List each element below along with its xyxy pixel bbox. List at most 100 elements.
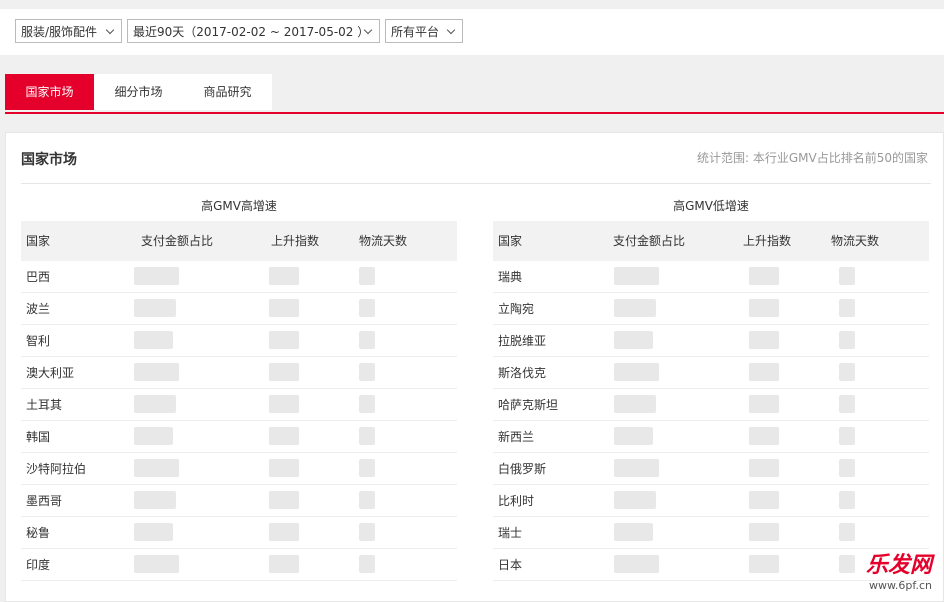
blurred-value xyxy=(134,331,173,349)
table-row: 拉脱维亚 xyxy=(493,325,929,357)
blurred-value xyxy=(269,523,299,541)
tab[interactable]: 细分市场 xyxy=(94,74,183,110)
table-row: 白俄罗斯 xyxy=(493,453,929,485)
country-name: 土耳其 xyxy=(26,398,63,412)
blurred-value xyxy=(269,395,299,413)
country-name: 墨西哥 xyxy=(26,494,63,508)
table-row: 土耳其 xyxy=(21,389,457,421)
blurred-value xyxy=(614,491,656,509)
blurred-value xyxy=(749,267,779,285)
table-row: 巴西 xyxy=(21,261,457,293)
country-name: 拉脱维亚 xyxy=(498,334,547,348)
column-header: 上升指数 xyxy=(743,234,792,248)
panel: 国家市场 统计范围: 本行业GMV占比排名前50的国家 高GMV高增速 国家 支付金… xyxy=(5,132,944,602)
blurred-value xyxy=(269,427,299,445)
blurred-value xyxy=(134,459,179,477)
tab[interactable]: 国家市场 xyxy=(5,74,94,110)
blurred-value xyxy=(749,459,779,477)
country-name: 白俄罗斯 xyxy=(498,462,547,476)
table-row: 墨西哥 xyxy=(21,485,457,517)
blurred-value xyxy=(839,427,855,445)
column-header: 物流天数 xyxy=(359,234,408,248)
country-name: 秘鲁 xyxy=(26,526,51,540)
country-name: 波兰 xyxy=(26,302,51,316)
table-row: 澳大利亚 xyxy=(21,357,457,389)
blurred-value xyxy=(839,299,855,317)
blurred-value xyxy=(359,267,375,285)
country-name: 瑞士 xyxy=(498,526,523,540)
column-header: 物流天数 xyxy=(831,234,880,248)
watermark-brand: 乐发网 xyxy=(865,553,932,578)
blurred-value xyxy=(749,555,779,573)
table-row: 瑞士 xyxy=(493,517,929,549)
blurred-value xyxy=(614,363,659,381)
table-header: 国家 支付金额占比 上升指数 物流天数 xyxy=(493,221,929,261)
country-name: 智利 xyxy=(26,334,51,348)
blurred-value xyxy=(269,267,299,285)
column-header: 国家 xyxy=(498,234,523,248)
country-name: 日本 xyxy=(498,558,523,572)
blurred-value xyxy=(359,299,375,317)
blurred-value xyxy=(134,491,176,509)
table-row: 波兰 xyxy=(21,293,457,325)
country-name: 立陶宛 xyxy=(498,302,535,316)
blurred-value xyxy=(359,427,375,445)
country-name: 韩国 xyxy=(26,430,51,444)
blurred-value xyxy=(839,267,855,285)
country-name: 新西兰 xyxy=(498,430,535,444)
tab-bar: 国家市场 细分市场 商品研究 xyxy=(5,74,944,114)
blurred-value xyxy=(614,331,653,349)
table-title: 高GMV低增速 xyxy=(673,199,749,213)
blurred-value xyxy=(614,555,659,573)
blurred-value xyxy=(839,331,855,349)
blurred-value xyxy=(749,363,779,381)
platform-select[interactable]: 所有平台 xyxy=(385,19,463,43)
blurred-value xyxy=(134,523,173,541)
blurred-value xyxy=(614,299,656,317)
blurred-value xyxy=(614,459,659,477)
blurred-value xyxy=(749,523,779,541)
category-select[interactable]: 服装/服饰配件 xyxy=(15,19,122,43)
tab[interactable]: 商品研究 xyxy=(183,74,272,110)
blurred-value xyxy=(134,363,179,381)
table-row: 秘鲁 xyxy=(21,517,457,549)
blurred-value xyxy=(839,491,855,509)
blurred-value xyxy=(269,555,299,573)
blurred-value xyxy=(134,427,173,445)
blurred-value xyxy=(359,491,375,509)
table-row: 韩国 xyxy=(21,421,457,453)
country-name: 澳大利亚 xyxy=(26,366,75,380)
blurred-value xyxy=(269,331,299,349)
blurred-value xyxy=(269,299,299,317)
table-row: 瑞典 xyxy=(493,261,929,293)
country-name: 比利时 xyxy=(498,494,535,508)
blurred-value xyxy=(359,459,375,477)
blurred-value xyxy=(839,363,855,381)
blurred-value xyxy=(839,523,855,541)
table-row: 哈萨克斯坦 xyxy=(493,389,929,421)
blurred-value xyxy=(749,427,779,445)
column-header: 上升指数 xyxy=(271,234,320,248)
country-name: 沙特阿拉伯 xyxy=(26,462,87,476)
table-title: 高GMV高增速 xyxy=(201,199,277,213)
country-name: 瑞典 xyxy=(498,270,523,284)
blurred-value xyxy=(359,395,375,413)
blurred-value xyxy=(614,427,653,445)
date-select[interactable]: 最近90天（2017-02-02 ~ 2017-05-02 ） xyxy=(127,19,380,43)
blurred-value xyxy=(359,363,375,381)
blurred-value xyxy=(749,331,779,349)
blurred-value xyxy=(134,395,176,413)
blurred-value xyxy=(359,523,375,541)
table-row: 印度 xyxy=(21,549,457,581)
blurred-value xyxy=(359,331,375,349)
watermark-url: www.6pf.cn xyxy=(868,579,932,592)
blurred-value xyxy=(269,363,299,381)
column-header: 支付金额占比 xyxy=(141,234,214,248)
blurred-value xyxy=(614,267,659,285)
country-name: 印度 xyxy=(26,558,51,572)
table-row: 比利时 xyxy=(493,485,929,517)
blurred-value xyxy=(749,395,779,413)
column-header: 支付金额占比 xyxy=(613,234,686,248)
country-name: 哈萨克斯坦 xyxy=(498,398,559,412)
